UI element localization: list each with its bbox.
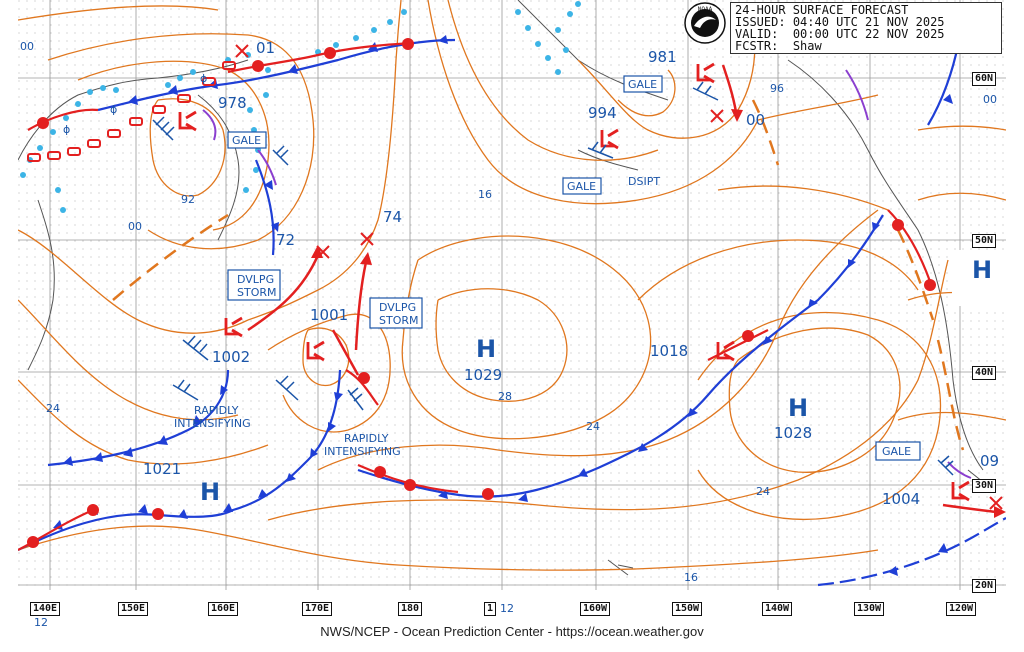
- pressure-labels: 01 978 72 74 1001 1002 1029 1021 1028 10…: [143, 39, 999, 508]
- longitude-label: 140E: [30, 602, 61, 616]
- high-letter: H: [972, 256, 992, 284]
- storm-warning-line2: STORM: [379, 314, 419, 327]
- longitude-label: 160E: [208, 602, 239, 616]
- forecast-title: 24-HOUR SURFACE FORECAST: [735, 3, 909, 17]
- isobar-label: 92: [181, 193, 195, 206]
- noaa-logo: NOAA: [684, 2, 726, 44]
- high-letter: H: [200, 478, 220, 506]
- longitude-label: 150E: [118, 602, 149, 616]
- high-letter: H: [788, 394, 808, 422]
- wind-barbs: [152, 81, 954, 476]
- rapid-intensify-line1: RAPIDLY: [344, 432, 389, 445]
- high-letter: H: [476, 335, 496, 363]
- high-centers: H H H H: [200, 250, 1006, 506]
- pressure-value: 1018: [650, 342, 688, 360]
- pressure-value: 01: [256, 39, 275, 57]
- pressure-value: 00: [746, 111, 765, 129]
- forecast-chart-svg: ϕ ϕ ϕ 01 978 72 74 1001 1002 1029 1021 1…: [18, 0, 1006, 590]
- longitude-axis: 140E 150E 160E 170E 180 1 12 160W 150W 1…: [0, 600, 1024, 629]
- issued-time: 04:40 UTC 21 NOV 2025: [792, 15, 945, 29]
- isobar-label: 16: [478, 188, 492, 201]
- weather-map: ϕ ϕ ϕ 01 978 72 74 1001 1002 1029 1021 1…: [18, 0, 1006, 590]
- isobar-labels: 00 92 00 24 16 28 24 24 16 96 00: [20, 40, 997, 584]
- latitude-label: 30N: [972, 479, 997, 493]
- valid-time: 00:00 UTC 22 NOV 2025: [792, 27, 945, 41]
- ice-edge: [20, 1, 581, 213]
- pressure-value: 1028: [774, 424, 812, 442]
- stationary-front: [27, 61, 236, 162]
- longitude-label: 180: [398, 602, 423, 616]
- pressure-value: 09: [980, 452, 999, 470]
- storm-warning-line2: STORM: [237, 286, 277, 299]
- latitude-label: 20N: [972, 579, 997, 593]
- warning-labels: GALE GALE GALE DSIPT GALE DVLPG STORM DV…: [174, 75, 921, 461]
- latitude-label: 40N: [972, 366, 997, 380]
- longitude-label: 170E: [302, 602, 333, 616]
- svg-text:ϕ: ϕ: [200, 72, 207, 85]
- isobar-label: 28: [498, 390, 512, 403]
- rapid-intensify-line2: INTENSIFYING: [174, 417, 251, 430]
- pressure-value: 1021: [143, 460, 181, 478]
- forecaster-label: FCSTR:: [735, 39, 779, 53]
- pressure-value: 74: [383, 208, 402, 226]
- longitude-label: 130W: [854, 602, 885, 616]
- isobar-label: 12: [500, 602, 514, 615]
- rapid-intensify-line2: INTENSIFYING: [324, 445, 401, 458]
- pressure-value: 981: [648, 48, 677, 66]
- longitude-label: 150W: [672, 602, 703, 616]
- isobar-label: 24: [756, 485, 770, 498]
- longitude-label: 1: [484, 602, 497, 616]
- pressure-value: 1029: [464, 366, 502, 384]
- longitude-label: 120W: [946, 602, 977, 616]
- svg-text:NOAA: NOAA: [698, 6, 713, 13]
- troughs: [112, 99, 965, 451]
- isobar-label: 24: [46, 402, 60, 415]
- pressure-value: 1001: [310, 306, 348, 324]
- gale-warning: GALE: [567, 180, 596, 193]
- gale-warning: GALE: [628, 78, 657, 91]
- svg-text:ϕ: ϕ: [63, 123, 70, 136]
- rapid-intensify-line1: RAPIDLY: [194, 404, 239, 417]
- isobar-label: 12: [34, 616, 48, 629]
- dotted-background: [18, 0, 1006, 590]
- latitude-label: 60N: [972, 72, 997, 86]
- pressure-value: 1002: [212, 348, 250, 366]
- storm-warning-line1: DVLPG: [379, 301, 416, 314]
- isobar-label: 00: [128, 220, 142, 233]
- isobar-label: 96: [770, 82, 784, 95]
- longitude-label: 160W: [580, 602, 611, 616]
- longitude-label: 140W: [762, 602, 793, 616]
- isobar-label: 00: [983, 93, 997, 106]
- pressure-value: 994: [588, 104, 617, 122]
- storm-tracks: [247, 64, 1006, 518]
- warm-fronts: [18, 38, 936, 551]
- valid-label: VALID:: [735, 27, 779, 41]
- forecaster-name: Shaw: [792, 39, 822, 53]
- pressure-value: 72: [276, 231, 295, 249]
- isobar-label: 00: [20, 40, 34, 53]
- low-center-symbols: [178, 62, 970, 502]
- phi-symbols: ϕ ϕ ϕ: [63, 72, 207, 136]
- gale-warning: GALE: [882, 445, 911, 458]
- latitude-label: 50N: [972, 234, 997, 248]
- dissipating-label: DSIPT: [628, 175, 660, 188]
- forecast-info-box: 24-HOUR SURFACE FORECAST ISSUED: 04:40 U…: [730, 2, 1002, 54]
- pressure-value: 1004: [882, 490, 920, 508]
- gale-warning: GALE: [232, 134, 261, 147]
- footer-credit: NWS/NCEP - Ocean Prediction Center - htt…: [320, 624, 704, 639]
- pressure-value: 978: [218, 94, 247, 112]
- x-markers: [235, 44, 1003, 510]
- isobar-label: 24: [586, 420, 600, 433]
- svg-text:ϕ: ϕ: [110, 103, 117, 116]
- isobar-label: 16: [684, 571, 698, 584]
- issued-label: ISSUED:: [735, 15, 786, 29]
- storm-warning-line1: DVLPG: [237, 273, 274, 286]
